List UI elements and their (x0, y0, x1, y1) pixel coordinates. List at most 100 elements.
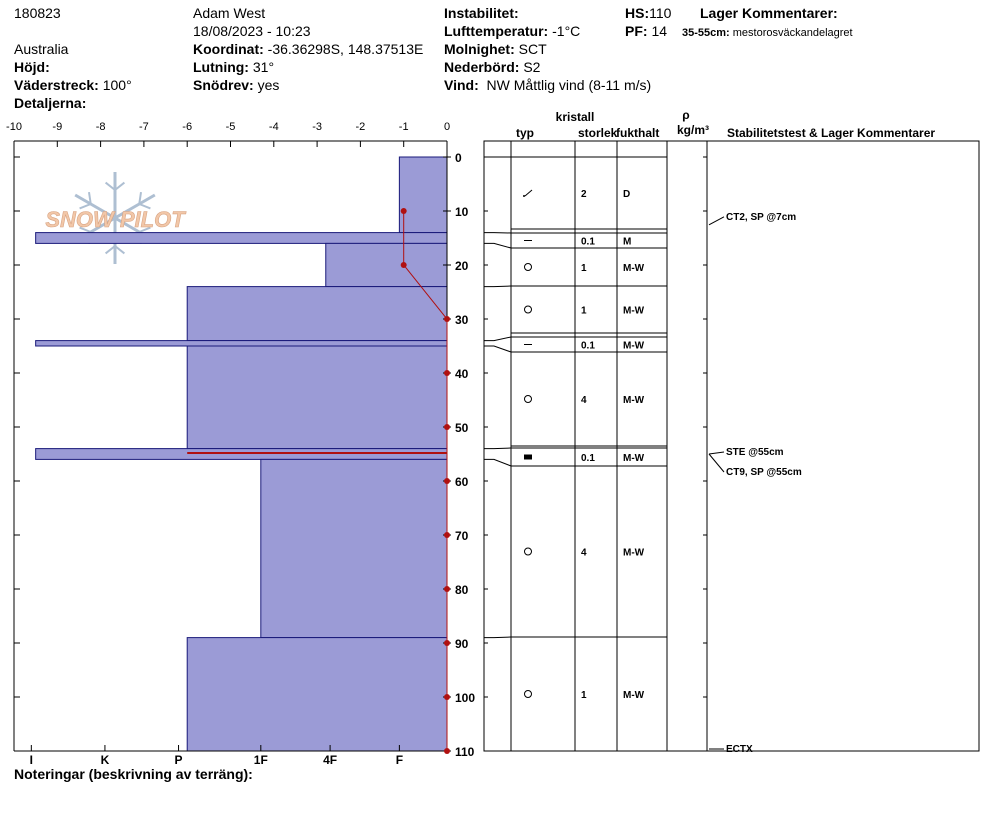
slope-value: 31° (252, 59, 275, 75)
depth-tick-label: 90 (455, 637, 469, 651)
moisture: M-W (623, 341, 645, 352)
header-density-unit: kg/m³ (677, 123, 709, 137)
details-label: Detaljerna: (14, 95, 87, 111)
grain-rounded-icon (524, 395, 532, 403)
hardness-bar (260, 458, 448, 639)
moisture: M-W (623, 690, 645, 701)
logo-snowflake-branch (114, 181, 126, 191)
snowpilot-logo: SNOW PILOT (45, 172, 187, 264)
logo-snowflake-arm (114, 193, 156, 220)
slope-field: Lutning: 31° (193, 58, 274, 76)
temperature-point (444, 316, 450, 322)
elevation-field: Höjd: (14, 58, 50, 76)
observation-datetime: 18/08/2023 - 10:23 (193, 23, 311, 39)
snow-height-field: HS:110 (625, 4, 671, 22)
moisture: M-W (623, 263, 645, 274)
temperature-tick-label: -6 (182, 121, 192, 133)
temperature-tick-label: -10 (6, 121, 22, 133)
hardness-bar (35, 340, 448, 347)
moisture: M-W (623, 306, 645, 317)
moisture: M-W (623, 548, 645, 559)
moisture: M-W (623, 453, 645, 464)
layer-comments-label: Lager Kommentarer: (700, 5, 838, 21)
temperature-point (444, 478, 450, 484)
logo-text: SNOW PILOT (45, 207, 186, 232)
layer-comment-range: 35-55cm: (682, 27, 730, 39)
penetration-field: PF: 14 (625, 22, 667, 40)
depth-axis: 0 10 20 30 40 50 60 70 80 90 100 110 (14, 151, 475, 759)
precipitation-field: Nederbörd: S2 (444, 58, 540, 76)
depth-tick-label: 60 (455, 475, 469, 489)
stability-marker-label: STE @55cm (726, 447, 784, 458)
temperature-tick-label: -8 (96, 121, 106, 133)
grain-size: 2 (581, 189, 587, 200)
layer-comment: 35-55cm: mestorosväckandelagret (682, 24, 853, 42)
temperature-profile (400, 208, 450, 754)
moisture: M (623, 237, 631, 248)
logo-snowflake-branch (138, 203, 151, 210)
aspect-value: 100° (102, 77, 132, 93)
stability-marker-label: ECTX (726, 744, 753, 755)
aspect-field: Väderstreck: 100° (14, 76, 132, 94)
temperature-point (444, 694, 450, 700)
elevation-label: Höjd: (14, 59, 50, 75)
temperature-axis: -10 -9 -8 -7 -6 -5 -4 -3 -2 -1 0 (6, 121, 450, 147)
depth-tick-label: 70 (455, 529, 469, 543)
moisture: D (623, 189, 630, 200)
temperature-point (444, 640, 450, 646)
grain-size: 1 (581, 306, 587, 317)
grain-size: 0.1 (581, 237, 595, 248)
grain-size: 1 (581, 263, 587, 274)
wind-label: Vind: (444, 77, 479, 93)
notes-label: Noteringar (beskrivning av terräng): (14, 766, 253, 782)
depth-connector (484, 636, 512, 639)
hardness-bar (186, 637, 448, 752)
temperature-point (444, 532, 450, 538)
hardness-axis: I K P 1F 4F F (30, 745, 403, 767)
hardness-tick-label: F (396, 753, 403, 767)
hardness-bar (325, 242, 448, 288)
depth-connector (484, 345, 512, 353)
stability-marker-arrow (708, 451, 725, 455)
logo-snowflake-branch (138, 191, 142, 205)
hardness-bars (35, 156, 448, 752)
logo-snowflake-branch (79, 203, 92, 210)
grain-decomposing-icon (524, 189, 533, 197)
penetration-label: PF: (625, 23, 648, 39)
grain-size: 1 (581, 690, 587, 701)
temperature-tick-label: -7 (139, 121, 149, 133)
logo-snowflake-branch (79, 226, 92, 233)
depth-connector (484, 336, 512, 342)
penetration-value: 14 (651, 23, 668, 39)
snow-height-value: 110 (649, 5, 672, 21)
observer-name: Adam West (193, 5, 266, 21)
aspect-label: Väderstreck: (14, 77, 99, 93)
air-temperature-label: Lufttemperatur: (444, 23, 549, 39)
depth-tick-label: 10 (455, 205, 469, 219)
details-field: Detaljerna: (14, 94, 86, 112)
logo-snowflake-branch (104, 181, 116, 191)
temperature-tick-label: -3 (312, 121, 322, 133)
logo-snowflake-branch (114, 245, 126, 255)
temperature-point (444, 424, 450, 430)
header-fukthalt: fukthalt (616, 126, 659, 140)
slope-label: Lutning: (193, 59, 249, 75)
depth-tick-label: 80 (455, 583, 469, 597)
wind-value: NW Måttlig vind (8-11 m/s) (486, 77, 652, 93)
notes-field: Noteringar (beskrivning av terräng): (14, 765, 253, 783)
logo-snowflake-branch (138, 226, 151, 233)
depth-tick-label: 20 (455, 259, 469, 273)
sky-field: Molnighet: SCT (444, 40, 547, 58)
layer-comments-heading: Lager Kommentarer: (700, 4, 838, 22)
header-kristall: kristall (556, 110, 595, 124)
temperature-point (444, 586, 450, 592)
logo-snowflake-branch (88, 191, 92, 205)
hardness-tick-label: I (30, 753, 33, 767)
temperature-tick-label: -9 (52, 121, 62, 133)
depth-tick-label: 40 (455, 367, 469, 381)
depth-connector (484, 242, 512, 249)
blowing-snow-label: Snödrev: (193, 77, 254, 93)
instability-field: Instabilitet: (444, 4, 519, 22)
depth-tick-label: 30 (455, 313, 469, 327)
grain-size: 0.1 (581, 453, 595, 464)
